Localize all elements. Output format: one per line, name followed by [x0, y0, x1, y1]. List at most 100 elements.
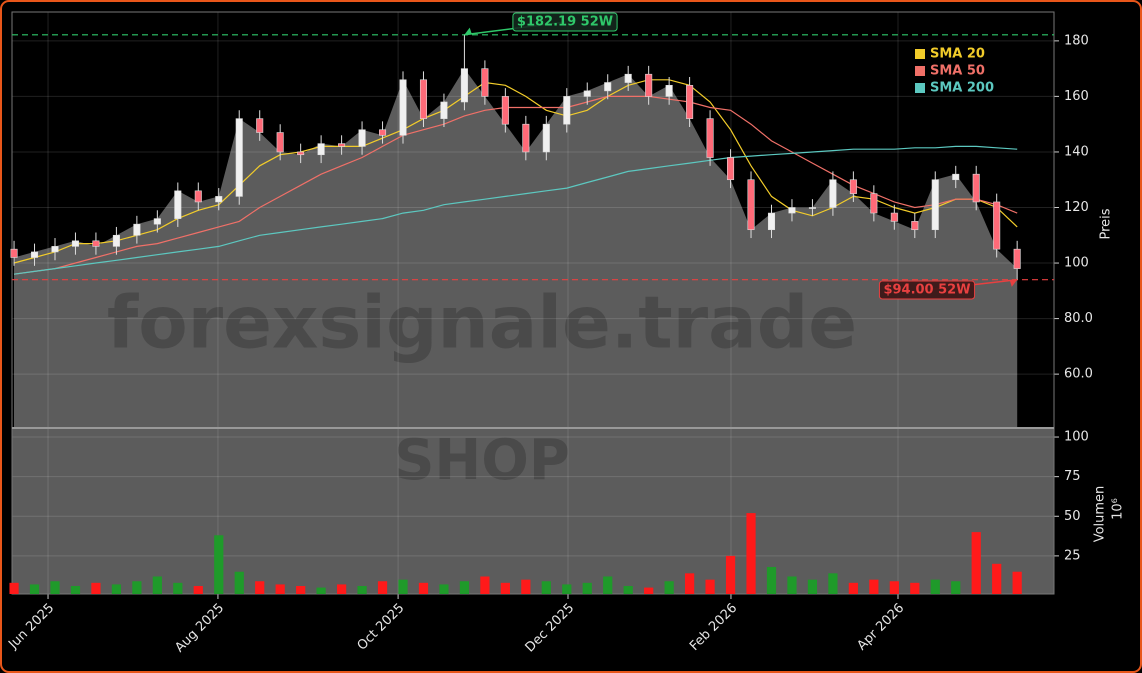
volume-bar: [992, 563, 1002, 594]
volume-bar: [766, 566, 777, 594]
candle-body: [30, 251, 39, 258]
candle-body: [174, 190, 182, 219]
y-axis-label: Preis: [1099, 208, 1114, 239]
candle-body: [358, 129, 366, 147]
candle-body: [849, 179, 857, 194]
candle-body: [542, 123, 550, 153]
candle-body: [563, 96, 571, 125]
candle-body: [92, 240, 100, 247]
volume-bar: [521, 579, 531, 594]
y-tick-label: 100: [1064, 256, 1089, 271]
volume-bar: [398, 579, 408, 594]
candle-body: [890, 212, 898, 222]
volume-bar: [951, 581, 961, 594]
volume-bar: [418, 582, 429, 594]
volume-bar: [848, 582, 858, 594]
legend-label: SMA 50: [930, 64, 985, 79]
candle-body: [747, 179, 755, 231]
volume-bar: [889, 581, 899, 594]
candle-body: [71, 240, 79, 247]
candle-body: [10, 248, 18, 258]
high-52w-box: [512, 12, 618, 32]
volume-bar: [910, 582, 920, 594]
candle-body: [379, 129, 387, 136]
candle-body: [808, 207, 816, 209]
low-52w-box: [878, 280, 976, 300]
candle-body: [133, 223, 141, 236]
y-tick-label: 160: [1064, 89, 1089, 104]
volume-bar: [152, 576, 162, 594]
candle-body: [972, 173, 980, 203]
volume-panel: [12, 428, 1054, 594]
candle-body: [153, 218, 161, 225]
candle-body: [481, 68, 489, 97]
high-52w-arrow-head: [464, 27, 472, 35]
volume-bar: [869, 579, 879, 594]
volume-bar: [377, 581, 388, 594]
volume-bar: [746, 513, 756, 594]
y-tick-label: 140: [1064, 144, 1089, 159]
candle-body: [419, 79, 428, 119]
volume-bar: [787, 576, 797, 594]
candle-body: [276, 132, 284, 153]
volume-bar: [541, 581, 551, 594]
candle-body: [112, 234, 120, 247]
candle-body: [686, 85, 694, 119]
candle-body: [235, 118, 243, 197]
price-area: [14, 68, 1018, 428]
candle-body: [338, 143, 346, 147]
volume-bar: [459, 581, 470, 594]
legend-label: SMA 20: [930, 47, 985, 62]
volume-bar: [664, 581, 674, 594]
x-tick-label: Feb 2026: [687, 601, 740, 654]
low-52w-arrow-head: [1009, 279, 1018, 287]
y2-axis-label: Volumen: [1093, 486, 1108, 543]
y-tick-label: 80.0: [1064, 311, 1093, 326]
volume-bar: [582, 582, 592, 594]
legend-label: SMA 200: [930, 81, 994, 96]
candle-body: [256, 118, 264, 133]
y2-tick-label: 25: [1064, 548, 1081, 563]
x-tick-label: Oct 2025: [355, 601, 408, 654]
volume-bar: [480, 576, 490, 594]
volume-bar: [91, 582, 101, 594]
candle-body: [501, 96, 509, 125]
candle-body: [870, 193, 878, 214]
volume-bar: [132, 581, 142, 594]
volume-bar: [971, 532, 981, 594]
volume-bar: [603, 576, 613, 594]
volume-bar: [50, 581, 60, 594]
candle-body: [399, 79, 407, 136]
candle-body: [624, 73, 632, 83]
legend-swatch: [915, 83, 925, 93]
volume-bar: [685, 573, 695, 594]
candle-body: [522, 123, 530, 153]
volume-bar: [296, 585, 306, 594]
x-tick-label: Jun 2025: [5, 601, 57, 653]
volume-bar: [214, 535, 224, 594]
candle-body: [604, 82, 612, 92]
x-tick-label: Dec 2025: [523, 601, 578, 656]
volume-bar: [705, 579, 715, 594]
candle-body: [665, 85, 673, 97]
candle-body: [1013, 248, 1021, 269]
volume-bar: [336, 584, 347, 594]
volume-bar: [828, 573, 838, 594]
y2-scale-label: 10⁶: [1111, 498, 1126, 520]
candle-body: [931, 179, 939, 231]
candle-body: [727, 157, 735, 181]
y2-tick-label: 50: [1064, 509, 1081, 524]
volume-bar: [562, 584, 572, 594]
sma-line: [13, 145, 1018, 275]
candle-body: [317, 143, 325, 156]
volume-bar: [316, 587, 326, 594]
y-tick-label: 180: [1064, 33, 1089, 48]
candle-body: [51, 246, 59, 253]
volume-bar: [623, 585, 633, 594]
candle-body: [911, 221, 919, 231]
volume-bar: [193, 585, 203, 594]
candle-body: [583, 90, 591, 97]
watermark-symbol: SHOP: [394, 428, 570, 493]
candle-body: [440, 101, 448, 119]
